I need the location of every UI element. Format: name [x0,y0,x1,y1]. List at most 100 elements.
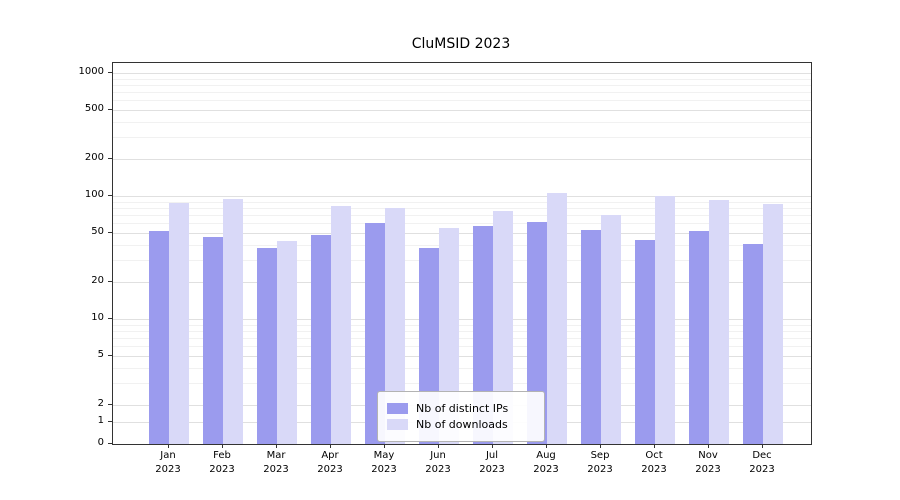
bar-downloads-may [385,207,405,444]
year-label: 2023 [749,464,775,475]
year-label: 2023 [155,464,181,475]
legend-label: Nb of distinct IPs [416,402,509,415]
x-tick-label-dec: Dec 2023 [734,449,790,477]
minor-gridline [113,346,811,348]
month-label: Aug [536,450,556,461]
month-label: Nov [698,450,718,461]
year-label: 2023 [695,464,721,475]
y-tick-label: 1000 [78,66,104,77]
bar-downloads-mar [277,241,297,444]
bar-downloads-jan [169,202,189,444]
x-tick-label-sep: Sep 2023 [572,449,628,477]
bar-distinct-ips-sep [581,229,601,444]
y-tick-label: 10 [91,312,104,323]
y-tick-label: 2 [97,397,104,409]
y-tick-mark [108,421,112,422]
year-label: 2023 [209,464,235,475]
bar-distinct-ips-may [365,223,385,444]
bar-downloads-aug [547,193,567,444]
month-label: Sep [590,450,610,461]
bar-distinct-ips-mar [257,247,277,444]
x-tick-mark [168,444,169,448]
minor-gridline [113,260,811,262]
major-gridline [113,233,811,235]
bar-distinct-ips-feb [203,237,223,444]
x-tick-label-jan: Jan 2023 [140,449,196,477]
minor-gridline [113,100,811,102]
bar-distinct-ips-jul [473,226,493,444]
x-tick-label-nov: Nov 2023 [680,449,736,477]
x-tick-label-jun: Jun 2023 [410,449,466,477]
chart-title: CluMSID 2023 [411,36,511,52]
x-tick-mark [492,444,493,448]
year-label: 2023 [371,464,397,475]
minor-gridline [113,201,811,203]
year-label: 2023 [317,464,343,475]
month-label: Jul [485,450,499,461]
bar-distinct-ips-apr [311,235,331,444]
minor-gridline [113,137,811,139]
x-tick-label-mar: Mar 2023 [248,449,304,477]
y-tick-label: 100 [84,189,104,200]
year-label: 2023 [533,464,559,475]
x-tick-label-jul: Jul 2023 [464,449,520,477]
bar-downloads-nov [709,199,729,444]
year-label: 2023 [641,464,667,475]
month-label: Mar [266,450,286,461]
major-gridline [113,73,811,74]
month-label: Jan [160,450,176,461]
plot-area [112,62,812,445]
minor-gridline [113,338,811,340]
legend-item: Nb of downloads [387,418,535,431]
y-tick-mark [108,157,112,159]
x-tick-label-aug: Aug 2023 [518,449,574,477]
x-tick-label-feb: Feb 2023 [194,449,250,477]
y-tick-label: 5 [97,349,104,361]
major-gridline [113,110,811,112]
y-tick-mark [108,232,112,234]
bar-downloads-feb [223,198,243,444]
bar-downloads-dec [763,204,783,444]
minor-gridline [113,78,811,80]
legend-swatch-distinct-ips [387,403,408,414]
month-label: Apr [321,450,339,461]
bar-distinct-ips-oct [635,239,655,444]
x-tick-label-may: May 2023 [356,449,412,477]
y-tick-label: 50 [91,226,104,238]
minor-gridline [113,244,811,246]
x-tick-mark [708,444,709,448]
bar-downloads-sep [601,215,621,444]
month-label: Oct [645,450,663,461]
x-tick-mark [762,444,763,448]
y-tick-mark [108,318,112,319]
x-tick-mark [222,444,223,448]
bar-downloads-jun [439,227,459,444]
month-label: May [373,450,395,461]
bar-downloads-apr [331,205,351,444]
bar-distinct-ips-nov [689,230,709,444]
minor-gridline [113,383,811,385]
y-tick-mark [108,195,112,196]
bar-downloads-jul [493,210,513,444]
y-tick-mark [108,355,112,357]
y-tick-label: 500 [84,103,104,115]
major-gridline [113,356,811,358]
legend-item: Nb of distinct IPs [387,402,535,415]
minor-gridline [113,367,811,369]
x-tick-mark [384,444,385,448]
minor-gridline [113,330,811,332]
minor-gridline [113,207,811,209]
month-label: Jun [430,450,446,461]
month-label: Feb [213,450,231,461]
x-tick-mark [438,444,439,448]
year-label: 2023 [587,464,613,475]
year-label: 2023 [263,464,289,475]
minor-gridline [113,92,811,94]
y-tick-mark [108,443,112,444]
bar-distinct-ips-jan [149,230,169,444]
y-tick-mark [108,109,112,111]
major-gridline [113,196,811,197]
x-tick-label-oct: Oct 2023 [626,449,682,477]
bar-distinct-ips-aug [527,222,547,444]
